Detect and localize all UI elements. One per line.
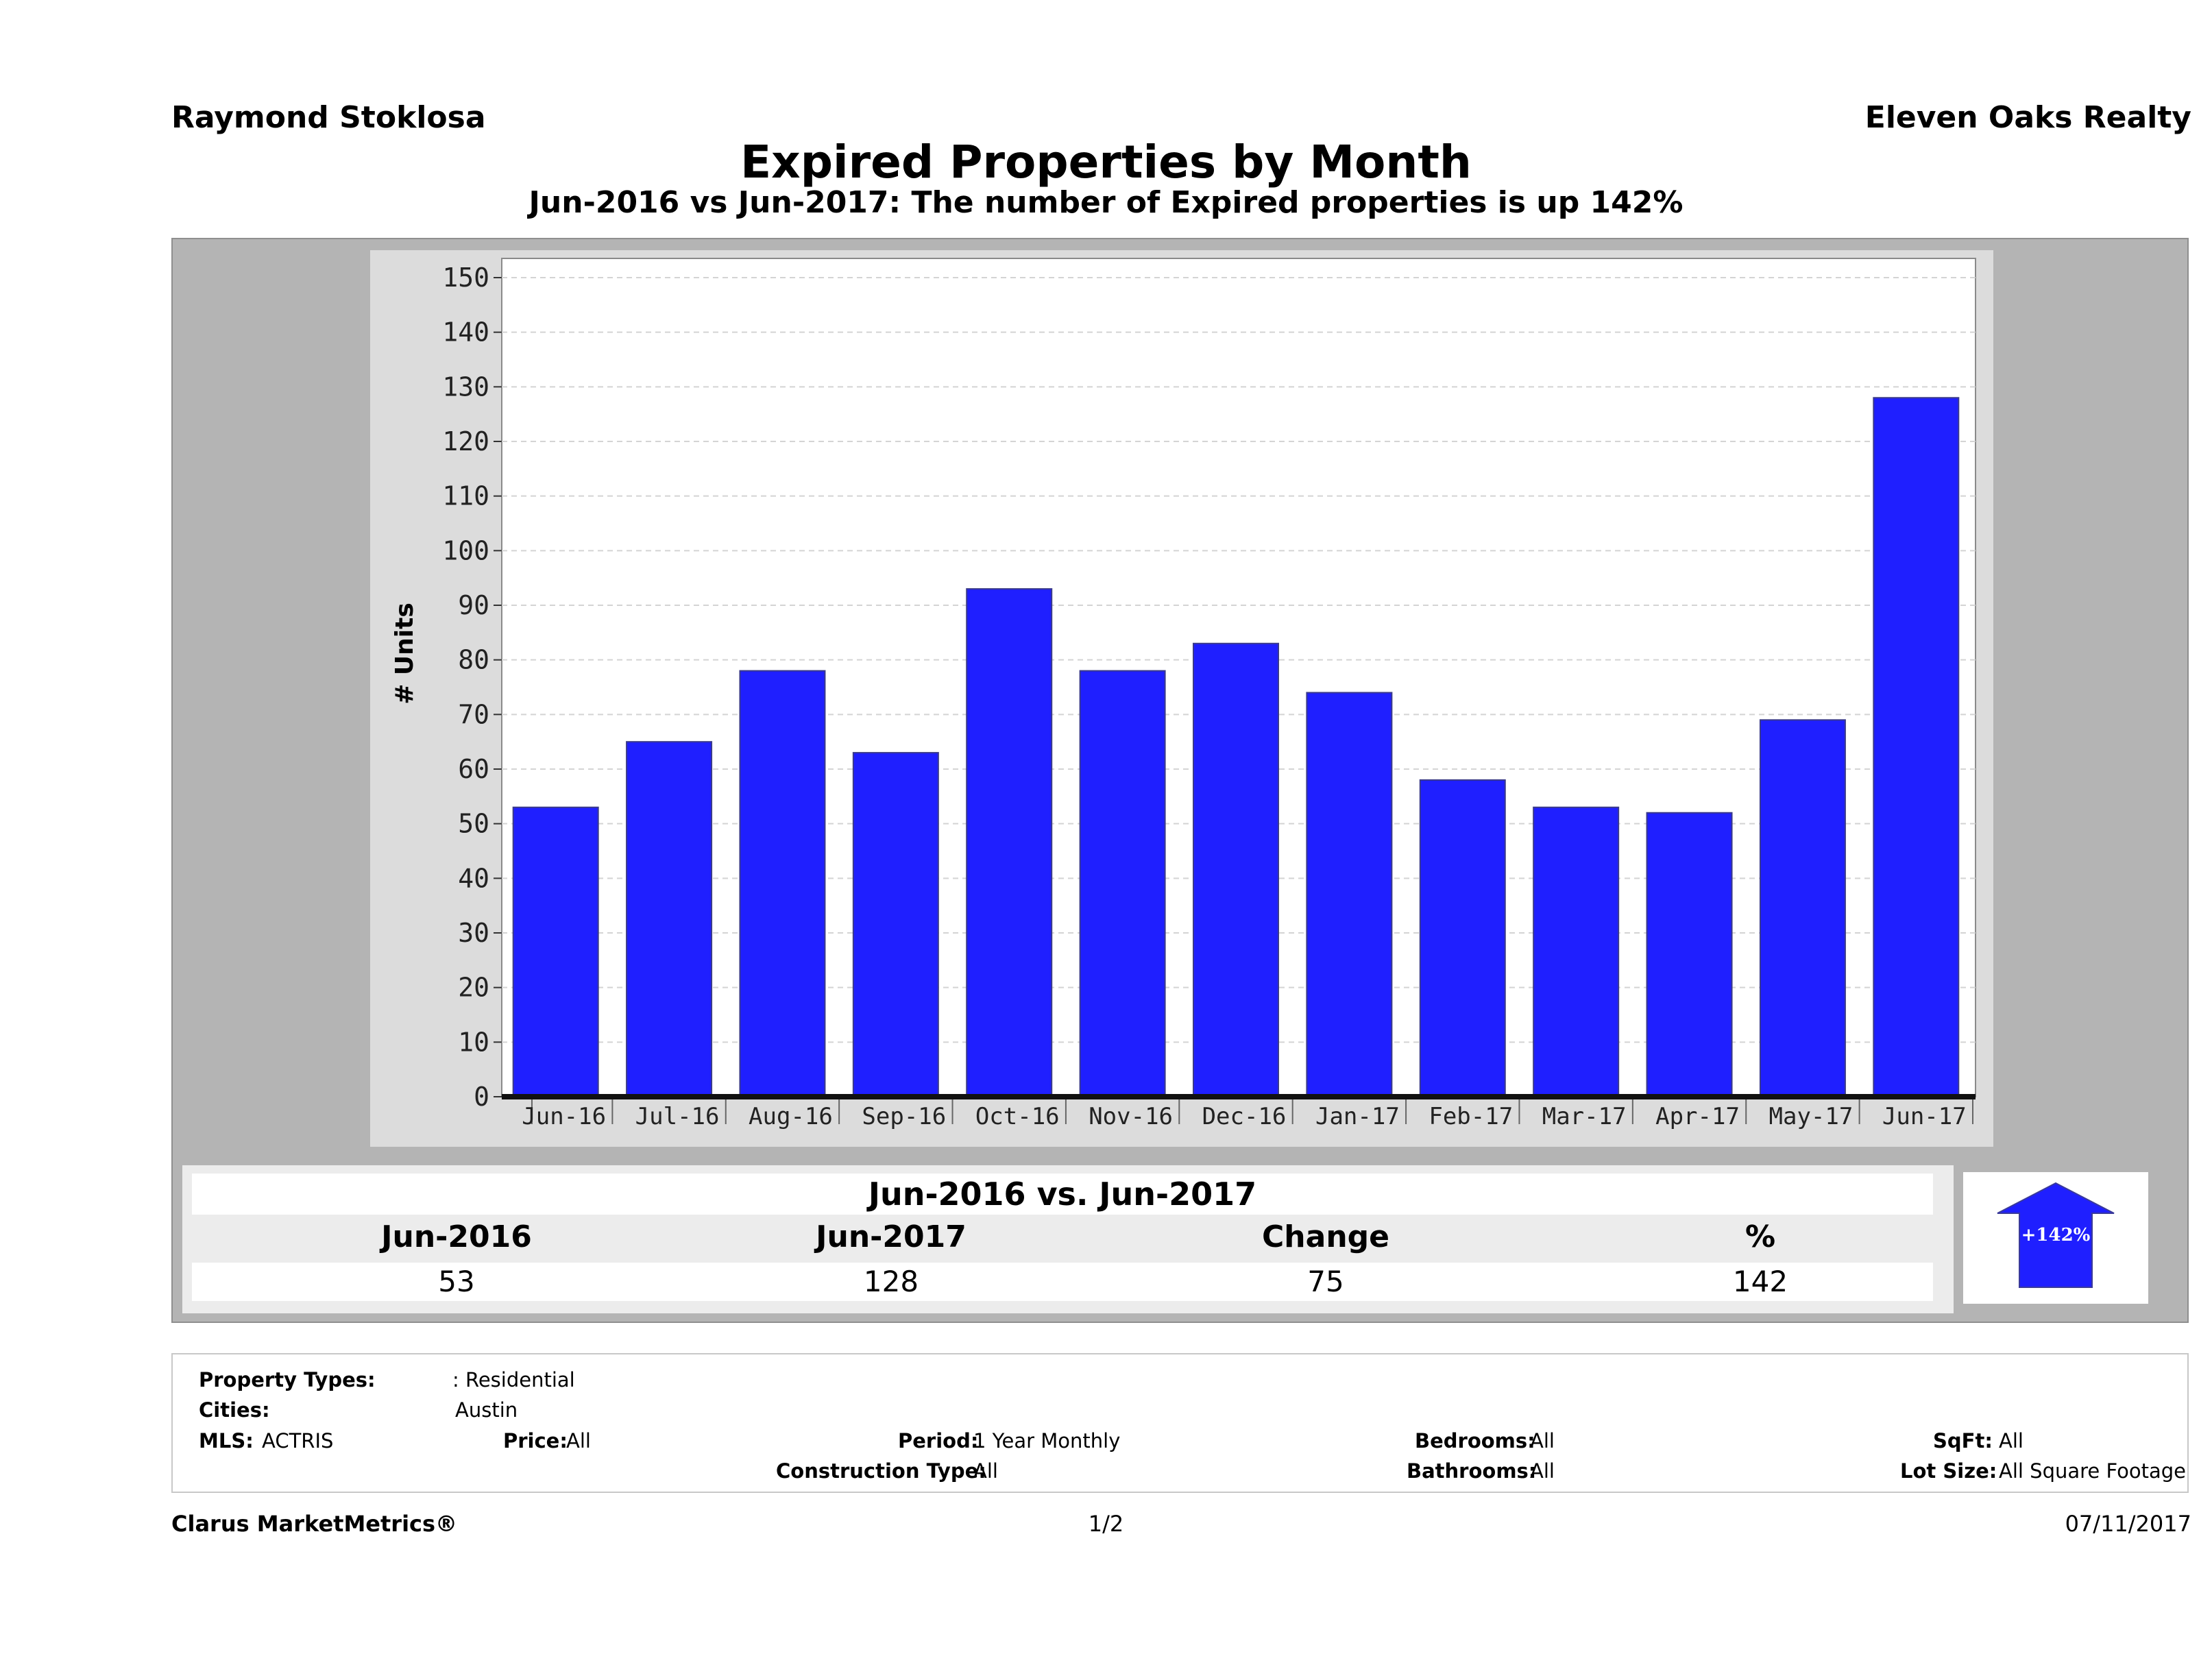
filters-panel: Property Types: : Residential Cities: Au… bbox=[171, 1353, 2189, 1493]
summary-header-end: Jun-2017 bbox=[816, 1219, 967, 1254]
trend-badge-label: +142% bbox=[2021, 1225, 2091, 1245]
y-tick-label: 70 bbox=[458, 699, 489, 729]
bar bbox=[852, 752, 939, 1097]
bar bbox=[739, 670, 826, 1097]
price-label: Price: bbox=[503, 1429, 568, 1452]
report-date: 07/11/2017 bbox=[2065, 1511, 2191, 1537]
bar bbox=[1646, 812, 1733, 1097]
summary-header-row: Jun-2016 Jun-2017 Change % bbox=[192, 1217, 1933, 1257]
chart-title: Expired Properties by Month bbox=[740, 136, 1472, 189]
cities-value: Austin bbox=[455, 1398, 518, 1422]
bedrooms-value: All bbox=[1530, 1429, 1555, 1452]
sqft-value: All bbox=[1999, 1429, 2023, 1452]
y-tick-label: 100 bbox=[442, 535, 489, 566]
y-tick-label: 130 bbox=[442, 372, 489, 402]
x-tick-label: Jun-16 bbox=[522, 1103, 606, 1130]
lot-size-value: All Square Footage bbox=[1999, 1459, 2187, 1483]
y-tick-label: 20 bbox=[458, 973, 489, 1003]
y-tick-label: 0 bbox=[474, 1082, 489, 1112]
y-tick-label: 30 bbox=[458, 918, 489, 948]
bar-chart: 0 10 20 30 40 50 60 70 80 90 100 110 120 130 140 150 Jun… bbox=[391, 258, 1976, 1130]
bar bbox=[1306, 692, 1393, 1097]
x-tick-label: Nov-16 bbox=[1089, 1103, 1173, 1130]
property-types-label: Property Types: bbox=[199, 1368, 376, 1391]
bedrooms-label: Bedrooms: bbox=[1415, 1429, 1535, 1452]
construction-type-value: All bbox=[973, 1459, 998, 1483]
mls-label: MLS: bbox=[199, 1429, 254, 1452]
mls-value: ACTRIS bbox=[262, 1429, 334, 1452]
y-axis-label: # Units bbox=[391, 603, 419, 705]
summary-value-row: 53 128 75 142 bbox=[192, 1263, 1933, 1301]
bar bbox=[1193, 642, 1279, 1097]
cities-label: Cities: bbox=[199, 1398, 270, 1422]
bathrooms-value: All bbox=[1530, 1459, 1555, 1483]
bar bbox=[626, 741, 713, 1097]
bathrooms-label: Bathrooms: bbox=[1407, 1459, 1537, 1483]
y-tick-label: 150 bbox=[442, 263, 489, 293]
sqft-label: SqFt: bbox=[1933, 1429, 1993, 1452]
summary-value-change: 75 bbox=[1307, 1265, 1344, 1298]
y-tick-label: 110 bbox=[442, 481, 489, 511]
summary-title: Jun-2016 vs. Jun-2017 bbox=[192, 1174, 1933, 1215]
x-tick-label: Sep-16 bbox=[862, 1103, 946, 1130]
summary-header-start: Jun-2016 bbox=[381, 1219, 532, 1254]
y-tick-label: 60 bbox=[458, 754, 489, 784]
chart-panel: 0 10 20 30 40 50 60 70 80 90 100 110 120 130 140 150 Jun… bbox=[370, 250, 1993, 1147]
page-number: 1/2 bbox=[1088, 1511, 1124, 1537]
bar bbox=[966, 588, 1053, 1098]
price-value: All bbox=[566, 1429, 591, 1452]
x-tick-label: Jul-16 bbox=[635, 1103, 720, 1130]
summary-table: Jun-2016 vs. Jun-2017 Jun-2016 Jun-2017 … bbox=[182, 1165, 1954, 1313]
y-tick-label: 40 bbox=[458, 863, 489, 893]
period-label: Period: bbox=[898, 1429, 979, 1452]
period-value: 1 Year Monthly bbox=[973, 1429, 1121, 1452]
bar bbox=[512, 806, 599, 1097]
y-tick-label: 140 bbox=[442, 317, 489, 348]
trend-badge: +142% bbox=[1963, 1172, 2148, 1304]
agent-name: Raymond Stoklosa bbox=[171, 100, 486, 135]
summary-value-start: 53 bbox=[438, 1265, 475, 1298]
summary-header-percent: % bbox=[1745, 1219, 1776, 1254]
bar bbox=[1759, 719, 1846, 1097]
bar bbox=[1873, 397, 1960, 1097]
x-tick-label: Jun-17 bbox=[1882, 1103, 1967, 1130]
x-tick-label: Oct-16 bbox=[975, 1103, 1060, 1130]
y-tick-label: 120 bbox=[442, 426, 489, 457]
y-tick-label: 50 bbox=[458, 809, 489, 839]
bar bbox=[1533, 806, 1620, 1097]
summary-header-change: Change bbox=[1262, 1219, 1389, 1254]
x-tick-label: May-17 bbox=[1769, 1103, 1854, 1130]
bar bbox=[1079, 670, 1166, 1097]
summary-value-percent: 142 bbox=[1732, 1265, 1788, 1298]
construction-type-label: Construction Type: bbox=[776, 1459, 986, 1483]
x-tick-label: Feb-17 bbox=[1429, 1103, 1513, 1130]
x-tick-label: Apr-17 bbox=[1655, 1103, 1740, 1130]
bar bbox=[1419, 779, 1506, 1098]
lot-size-label: Lot Size: bbox=[1900, 1459, 1997, 1483]
chart-subtitle: Jun-2016 vs Jun-2017: The number of Expi… bbox=[528, 185, 1684, 220]
x-tick-label: Jan-17 bbox=[1315, 1103, 1400, 1130]
y-tick-label: 80 bbox=[458, 645, 489, 675]
y-tick-label: 90 bbox=[458, 590, 489, 620]
x-tick-label: Aug-16 bbox=[749, 1103, 833, 1130]
footer-brand: Clarus MarketMetrics® bbox=[171, 1511, 458, 1537]
summary-value-end: 128 bbox=[863, 1265, 919, 1298]
up-arrow-icon: +142% bbox=[1997, 1182, 2115, 1288]
property-types-value: : Residential bbox=[452, 1368, 575, 1391]
x-tick-label: Dec-16 bbox=[1202, 1103, 1287, 1130]
company-name: Eleven Oaks Realty bbox=[1864, 100, 2191, 135]
x-tick-label: Mar-17 bbox=[1542, 1103, 1627, 1130]
y-tick-label: 10 bbox=[458, 1027, 489, 1057]
